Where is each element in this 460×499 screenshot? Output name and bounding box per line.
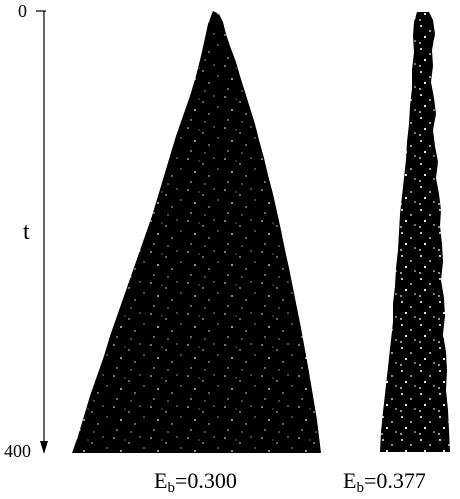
time-axis-start-label: 0: [18, 1, 27, 21]
panel-left-label-value: =0.300: [174, 468, 237, 493]
panel-right-label: Eb=0.377: [343, 470, 426, 496]
time-axis-end-label: 400: [4, 441, 31, 461]
time-axis-arrowhead: [40, 441, 48, 454]
panel-left-label-symbol: E: [154, 468, 168, 493]
panel-right-cluster: [380, 12, 450, 452]
panel-left-label: Eb=0.300: [154, 470, 237, 496]
time-axis-label: t: [23, 219, 30, 245]
panel-right-label-symbol: E: [343, 468, 357, 493]
panel-left-label-subscript: b: [167, 480, 175, 496]
panel-right-label-value: =0.377: [363, 468, 426, 493]
panel-left-cluster: [72, 11, 321, 453]
panel-right-label-subscript: b: [356, 480, 364, 496]
